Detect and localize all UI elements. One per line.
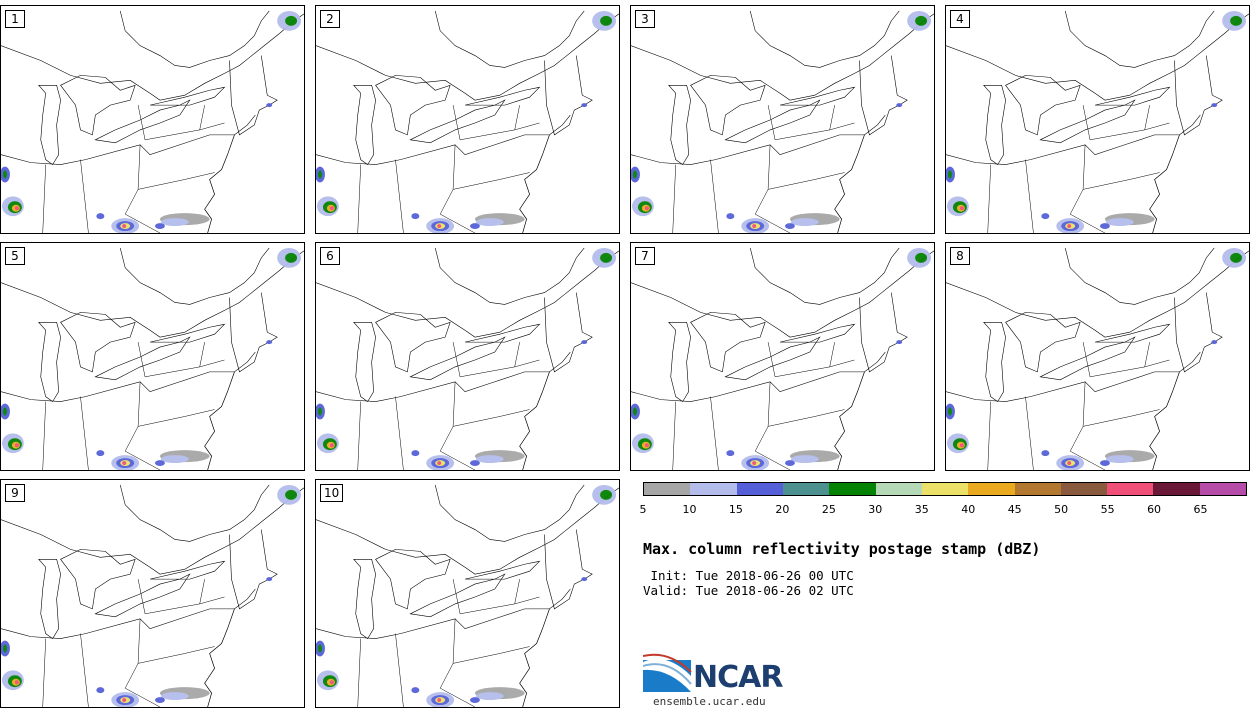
ncar-logo-icon bbox=[643, 653, 692, 692]
colorbar-segment bbox=[829, 483, 876, 495]
member-number-label: 10 bbox=[320, 484, 344, 502]
colorbar-segment bbox=[875, 483, 922, 495]
member-panel: 5 bbox=[0, 242, 305, 471]
init-time: Init: Tue 2018-06-26 00 UTC bbox=[643, 568, 854, 583]
colorbar-segment bbox=[1014, 483, 1061, 495]
member-panel: 2 bbox=[315, 5, 620, 234]
colorbar-tick-label: 40 bbox=[961, 503, 976, 516]
member-number-label: 7 bbox=[635, 247, 655, 265]
colorbar-tick-label: 35 bbox=[914, 503, 929, 516]
colorbar-tick-label: 50 bbox=[1054, 503, 1069, 516]
colorbar-tick-label: 30 bbox=[868, 503, 883, 516]
member-number-label: 6 bbox=[320, 247, 340, 265]
member-panel: 4 bbox=[945, 5, 1250, 234]
member-number-label: 2 bbox=[320, 10, 340, 28]
colorbar-tick-label: 55 bbox=[1100, 503, 1115, 516]
figure-title: Max. column reflectivity postage stamp (… bbox=[643, 540, 1041, 558]
colorbar-tick-label: 25 bbox=[821, 503, 836, 516]
reflectivity-map bbox=[316, 484, 619, 707]
colorbar-segment bbox=[921, 483, 969, 495]
colorbar-tick-label: 65 bbox=[1193, 503, 1208, 516]
colorbar-tick-label: 5 bbox=[639, 503, 647, 516]
member-panel: 6 bbox=[315, 242, 620, 471]
colorbar-tick-label: 20 bbox=[775, 503, 790, 516]
member-number-label: 8 bbox=[950, 247, 970, 265]
reflectivity-map bbox=[946, 247, 1249, 470]
colorbar-segment bbox=[1060, 483, 1108, 495]
colorbar-tick-label: 15 bbox=[728, 503, 743, 516]
colorbar-segment bbox=[1153, 483, 1200, 495]
reflectivity-map bbox=[1, 484, 304, 707]
colorbar-tick-label: 10 bbox=[682, 503, 697, 516]
reflectivity-map bbox=[946, 10, 1249, 233]
member-panel: 3 bbox=[630, 5, 935, 234]
reflectivity-map bbox=[631, 247, 934, 470]
colorbar-segment bbox=[736, 483, 783, 495]
colorbar-segment bbox=[1107, 483, 1154, 495]
colorbar-tick-label: 45 bbox=[1007, 503, 1022, 516]
website-url: ensemble.ucar.edu bbox=[653, 695, 766, 708]
member-panel: 7 bbox=[630, 242, 935, 471]
reflectivity-map bbox=[1, 247, 304, 470]
colorbar-segment bbox=[968, 483, 1015, 495]
reflectivity-map bbox=[1, 10, 304, 233]
member-number-label: 3 bbox=[635, 10, 655, 28]
member-panel: 1 bbox=[0, 5, 305, 234]
reflectivity-colorbar bbox=[643, 482, 1247, 496]
member-number-label: 1 bbox=[5, 10, 25, 28]
member-number-label: 9 bbox=[5, 484, 25, 502]
colorbar-segment bbox=[644, 483, 691, 495]
colorbar-segment bbox=[690, 483, 737, 495]
logo-text: NCAR bbox=[693, 660, 783, 695]
colorbar-tick-label: 60 bbox=[1147, 503, 1162, 516]
reflectivity-map bbox=[631, 10, 934, 233]
valid-time: Valid: Tue 2018-06-26 02 UTC bbox=[643, 583, 854, 598]
member-panel: 10 bbox=[315, 479, 620, 708]
reflectivity-map bbox=[316, 247, 619, 470]
member-number-label: 4 bbox=[950, 10, 970, 28]
member-number-label: 5 bbox=[5, 247, 25, 265]
member-panel: 8 bbox=[945, 242, 1250, 471]
colorbar-segment bbox=[782, 483, 830, 495]
colorbar-segment bbox=[1199, 483, 1247, 495]
colorbar-tick-labels: 5 10 15 20 25 30 35 40 45 50 55 60 65 bbox=[639, 503, 1247, 517]
reflectivity-map bbox=[316, 10, 619, 233]
member-panel: 9 bbox=[0, 479, 305, 708]
